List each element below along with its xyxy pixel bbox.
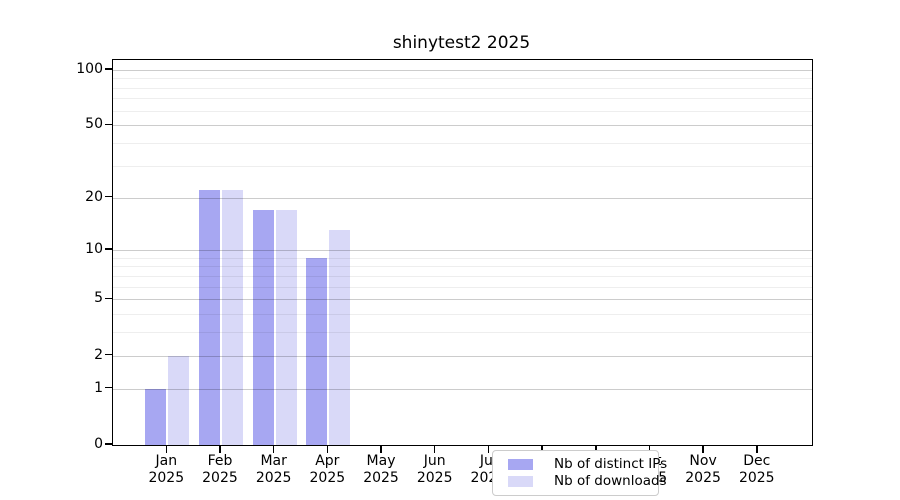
y-tick-mark xyxy=(105,386,112,389)
x-tick-mark xyxy=(380,445,382,453)
y-tick-label: 20 xyxy=(85,188,103,205)
y-tick-mark xyxy=(105,123,112,126)
x-tick-mark xyxy=(326,445,329,453)
x-tick-mark xyxy=(541,445,543,453)
bar-jan-distinct-ips xyxy=(145,388,167,445)
x-tick-mark xyxy=(594,445,597,453)
x-tick-mark xyxy=(433,445,436,453)
x-tick-label-feb: Feb 2025 xyxy=(190,453,250,487)
gridline-minor xyxy=(113,266,812,268)
chart-title: shinytest2 2025 xyxy=(392,33,531,53)
y-tick-label: 50 xyxy=(85,116,103,133)
x-tick-year: 2025 xyxy=(148,470,185,486)
x-tick-year: 2025 xyxy=(738,470,775,486)
x-tick-year: 2025 xyxy=(255,470,292,486)
gridline-major xyxy=(113,69,812,71)
gridline-major xyxy=(113,125,812,127)
legend-item-downloads: Nb of downloads xyxy=(508,473,667,489)
x-tick-year: 2025 xyxy=(685,470,721,486)
y-tick-mark xyxy=(105,297,112,300)
gridline-major xyxy=(113,388,812,390)
x-tick-year: 2025 xyxy=(363,470,399,486)
gridline-minor xyxy=(113,332,812,334)
legend-swatch-downloads xyxy=(508,475,533,487)
x-tick-label-may: May 2025 xyxy=(351,453,411,487)
x-tick-label-mar: Mar 2025 xyxy=(244,453,304,487)
x-tick-year: 2025 xyxy=(309,470,346,486)
x-tick-month: Feb xyxy=(207,453,233,469)
gridline-minor xyxy=(113,78,812,80)
bar-apr-distinct-ips xyxy=(306,257,328,445)
x-tick-year: 2025 xyxy=(416,470,453,486)
x-tick-label-dec: Dec 2025 xyxy=(727,453,787,487)
gridline-minor xyxy=(113,275,812,277)
plot-area: Nb of distinct IPs Nb of downloads xyxy=(112,59,813,496)
x-tick-label-jan: Jan 2025 xyxy=(136,453,196,487)
x-tick-month: Apr xyxy=(315,453,340,469)
bar-mar-distinct-ips xyxy=(252,210,274,445)
bar-jan-downloads xyxy=(168,355,190,445)
legend-label-downloads: Nb of downloads xyxy=(554,473,667,489)
legend-swatch-distinct-ips xyxy=(508,458,533,470)
y-tick-mark xyxy=(105,353,112,356)
gridline-major xyxy=(113,250,812,252)
x-tick-month: Nov xyxy=(689,453,717,469)
x-tick-mark xyxy=(702,445,704,453)
gridline-minor xyxy=(113,143,812,145)
gridline-major xyxy=(113,355,812,357)
x-tick-mark xyxy=(272,445,275,453)
y-tick-label: 0 xyxy=(94,436,103,452)
x-tick-label-jun: Jun 2025 xyxy=(405,453,465,487)
x-tick-mark xyxy=(755,445,758,453)
y-tick-label: 100 xyxy=(76,60,103,77)
x-tick-month: Dec xyxy=(743,453,771,469)
bar-mar-downloads xyxy=(275,210,297,445)
x-tick-mark xyxy=(219,445,221,453)
gridline-minor xyxy=(113,165,812,167)
y-tick-label: 2 xyxy=(94,346,103,363)
gridline-major xyxy=(113,299,812,301)
gridline-minor xyxy=(113,314,812,316)
y-tick-mark xyxy=(105,248,112,250)
gridline-minor xyxy=(113,286,812,288)
bar-apr-downloads xyxy=(329,230,351,445)
y-tick-mark xyxy=(105,68,112,70)
gridline-minor xyxy=(113,257,812,259)
y-tick-label: 1 xyxy=(94,379,103,396)
y-tick-mark xyxy=(105,443,112,445)
x-tick-mark xyxy=(165,445,168,453)
x-tick-month: May xyxy=(366,453,396,469)
legend-label-distinct-ips: Nb of distinct IPs xyxy=(554,456,668,472)
x-tick-mark xyxy=(648,445,651,453)
legend: Nb of distinct IPs Nb of downloads xyxy=(492,450,667,496)
y-tick-label: 10 xyxy=(85,241,103,258)
gridline-major xyxy=(113,197,812,199)
x-tick-year: 2025 xyxy=(202,470,238,486)
y-tick-label: 5 xyxy=(94,290,103,307)
gridline-minor xyxy=(113,110,812,112)
legend-item-distinct-ips: Nb of distinct IPs xyxy=(508,456,667,472)
x-tick-mark xyxy=(487,445,490,453)
x-tick-label-nov: Nov 2025 xyxy=(673,453,733,487)
x-tick-month: Mar xyxy=(260,453,287,469)
y-tick-mark xyxy=(105,195,112,198)
x-tick-month: Jun xyxy=(423,453,446,469)
bar-feb-distinct-ips xyxy=(198,190,220,445)
gridline-minor xyxy=(113,87,812,89)
bar-feb-downloads xyxy=(221,190,243,445)
x-tick-month: Jan xyxy=(155,453,178,469)
gridline-minor xyxy=(113,98,812,100)
x-tick-label-apr: Apr 2025 xyxy=(297,453,357,487)
